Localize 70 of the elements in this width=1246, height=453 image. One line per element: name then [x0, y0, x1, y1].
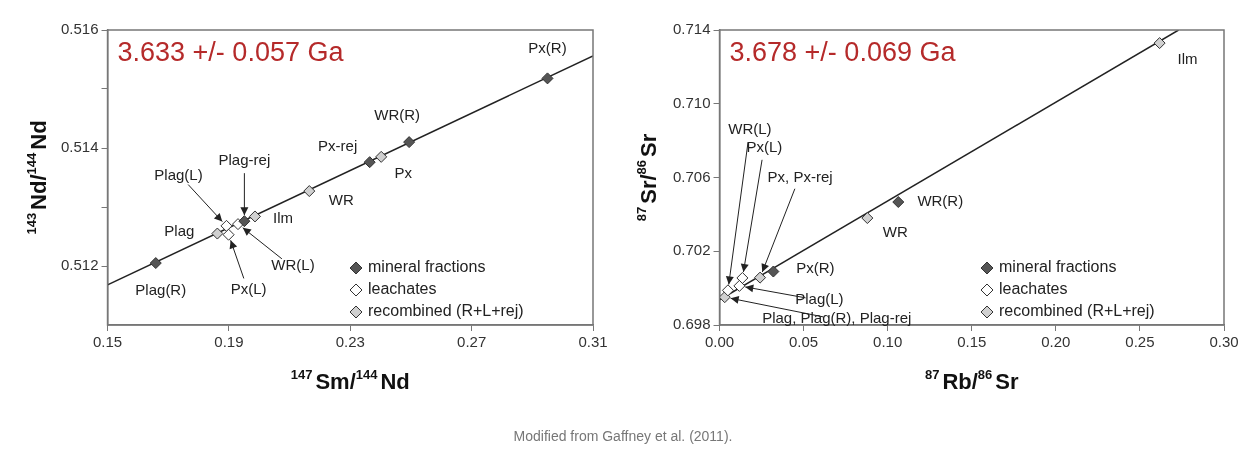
x-tick-label: 0.00 [704, 333, 735, 351]
point [892, 196, 905, 209]
y-tick-label: 0.706 [672, 167, 711, 185]
text: Modified from Gaffney et al. (2011). [512, 428, 734, 444]
y-tick-label: 0.714 [672, 20, 711, 38]
point [222, 228, 235, 241]
annotation: WR [328, 191, 354, 209]
annotation: Plag [164, 221, 195, 239]
x-tick-label: 0.15 [92, 333, 123, 351]
x-tick-label: 0.25 [1125, 333, 1155, 351]
annotation: Px(R) [796, 258, 835, 276]
x-tick-label: 0.20 [1041, 333, 1071, 351]
point [403, 136, 416, 149]
annotation: Plag-rej [218, 151, 271, 169]
point [211, 227, 224, 240]
legend-label: leachates [999, 280, 1068, 298]
point [375, 150, 388, 163]
point [733, 279, 746, 292]
point [1153, 37, 1166, 50]
annotation: WR [882, 223, 908, 241]
annotation: Ilm [273, 208, 293, 226]
legend-label: recombined (R+L+rej) [368, 302, 524, 320]
x-tick-label: 0.05 [789, 333, 819, 351]
annotation: WR(R) [374, 106, 421, 124]
point [238, 215, 251, 228]
x-tick-label: 0.15 [957, 333, 987, 351]
point [767, 265, 780, 278]
annotation: 3.633 +/- 0.057 Ga [117, 37, 345, 68]
x-tick-label: 0.27 [457, 333, 487, 351]
point [303, 185, 316, 198]
point [363, 156, 376, 169]
annotation: Px(R) [528, 38, 567, 56]
annotation: Plag(L) [154, 166, 203, 184]
x-tick-label: 0.10 [873, 333, 903, 351]
point [220, 219, 233, 232]
x-tick-label: 0.30 [1209, 333, 1239, 351]
legend-label: leachates [368, 280, 437, 298]
annotation: Px(L) [746, 138, 783, 156]
legend-label: recombined (R+L+rej) [999, 302, 1155, 320]
annotation: WR(R) [917, 192, 964, 210]
point [149, 257, 162, 270]
annotation: Px [394, 163, 413, 181]
y-tick-label: 0.698 [672, 315, 711, 333]
x-tick-label: 0.19 [214, 333, 244, 351]
y-tick-label: 0.702 [672, 241, 711, 259]
annotation: WR(L) [728, 120, 772, 138]
y-tick-label: 0.512 [60, 256, 99, 274]
point [754, 271, 767, 284]
annotation: Px(L) [230, 279, 267, 297]
point [861, 212, 874, 225]
x-tick-label: 0.23 [335, 333, 365, 351]
x-tick-label: 0.31 [578, 333, 608, 351]
y-tick-label: 0.710 [672, 93, 711, 111]
annotation: Plag(L) [795, 290, 844, 308]
annotation: Ilm [1177, 50, 1198, 68]
point [541, 72, 554, 85]
point [721, 284, 734, 297]
legend-label: mineral fractions [999, 258, 1117, 276]
point [736, 271, 749, 284]
annotation: Plag, Plag(R), Plag-rej [762, 309, 912, 327]
point [249, 210, 261, 223]
annotation: WR(L) [271, 256, 315, 274]
legend-label: mineral fractions [368, 258, 486, 276]
y-tick-label: 0.516 [60, 20, 99, 38]
point [719, 291, 731, 304]
annotation: Px, Px-rej [767, 167, 833, 185]
y-tick-label: 0.514 [60, 138, 99, 156]
annotation: Px-rej [318, 137, 358, 155]
annotation: 3.678 +/- 0.069 Ga [729, 37, 957, 68]
annotation: Plag(R) [135, 281, 187, 299]
